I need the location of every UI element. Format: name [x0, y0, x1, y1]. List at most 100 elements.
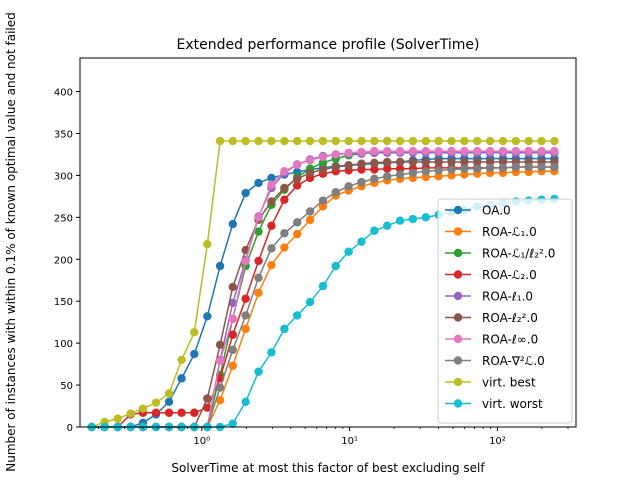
data-point: [447, 157, 456, 167]
data-point: [164, 397, 174, 407]
y-tick-label: 50: [60, 381, 73, 392]
data-point: [177, 374, 186, 383]
data-point: [537, 146, 546, 156]
data-point: [228, 219, 237, 229]
data-point: [113, 414, 122, 423]
data-point: [370, 174, 379, 183]
data-point: [383, 157, 392, 167]
data-point: [318, 165, 328, 174]
data-point: [434, 146, 443, 156]
data-point: [524, 136, 533, 146]
data-point: [344, 182, 353, 191]
x-axis-label: SolverTime at most this factor of best e…: [171, 461, 485, 475]
data-point: [408, 157, 418, 167]
legend-marker: [453, 356, 463, 365]
legend-label: OA.0: [482, 204, 511, 218]
data-point: [537, 162, 546, 172]
data-point: [293, 174, 302, 183]
data-point: [293, 218, 302, 227]
data-point: [485, 163, 495, 173]
data-point: [151, 398, 161, 407]
data-point: [254, 227, 263, 236]
data-point: [473, 157, 482, 167]
data-point: [228, 282, 237, 292]
data-point: [395, 170, 405, 179]
legend-label: virt. worst: [482, 397, 543, 411]
data-point: [550, 136, 559, 146]
data-point: [215, 383, 225, 392]
data-point: [215, 340, 225, 350]
data-point: [241, 311, 250, 320]
data-point: [383, 136, 392, 146]
data-point: [408, 168, 418, 178]
data-point: [241, 397, 250, 407]
data-point: [305, 215, 315, 225]
data-point: [267, 348, 276, 357]
data-point: [305, 156, 315, 165]
legend-marker: [453, 227, 463, 236]
data-point: [318, 136, 328, 146]
y-tick-label: 0: [67, 423, 73, 434]
data-point: [305, 168, 315, 178]
data-point: [447, 136, 456, 146]
data-point: [318, 202, 328, 211]
data-point: [241, 324, 250, 334]
data-point: [408, 146, 418, 156]
data-point: [177, 408, 186, 417]
data-point: [447, 165, 456, 174]
data-point: [267, 197, 276, 206]
data-point: [331, 187, 340, 197]
data-point: [408, 214, 418, 224]
data-point: [203, 239, 212, 249]
data-point: [485, 136, 495, 146]
legend-marker: [453, 399, 463, 408]
y-tick-label: 150: [54, 297, 73, 308]
data-point: [267, 244, 276, 253]
data-point: [280, 243, 289, 252]
data-point: [383, 164, 392, 173]
data-point: [421, 146, 430, 156]
legend-entry: OA.0: [445, 204, 511, 218]
y-tick-label: 200: [54, 255, 73, 266]
data-point: [331, 162, 340, 172]
legend-label: ROA-ℓ₁.0: [482, 290, 533, 304]
data-point: [228, 314, 237, 324]
data-point: [203, 394, 212, 403]
data-point: [357, 177, 366, 187]
data-point: [318, 158, 328, 168]
data-point: [177, 355, 186, 365]
data-point: [344, 148, 353, 157]
data-point: [215, 356, 225, 365]
data-point: [421, 157, 430, 167]
legend-entry: ROA-ℓ∞.0: [445, 333, 538, 347]
data-point: [473, 136, 482, 146]
data-point: [434, 136, 443, 146]
data-point: [267, 173, 276, 183]
data-point: [228, 419, 237, 428]
axes-frame: [79, 57, 577, 428]
chart-title: Extended performance profile (SolverTime…: [177, 37, 480, 53]
legend-entry: ROA-ℒ₁/ℓ₂².0: [445, 247, 555, 261]
data-point: [421, 213, 430, 222]
data-point: [164, 389, 174, 398]
data-point: [447, 146, 456, 156]
data-point: [280, 324, 289, 334]
data-point: [126, 409, 135, 418]
data-point: [485, 157, 495, 167]
data-point: [357, 147, 366, 157]
data-point: [267, 221, 276, 230]
legend-marker: [453, 248, 463, 258]
legend-entry: ROA-ℓ₂².0: [445, 311, 538, 325]
data-point: [305, 136, 315, 146]
data-point: [473, 164, 482, 173]
data-point: [190, 349, 199, 359]
legend-marker: [453, 291, 463, 301]
data-point: [498, 146, 508, 156]
data-point: [241, 256, 250, 266]
data-point: [383, 221, 392, 230]
data-point: [254, 256, 263, 266]
data-point: [537, 136, 546, 146]
data-point: [280, 195, 289, 204]
data-point: [395, 216, 405, 225]
data-point: [498, 157, 508, 167]
